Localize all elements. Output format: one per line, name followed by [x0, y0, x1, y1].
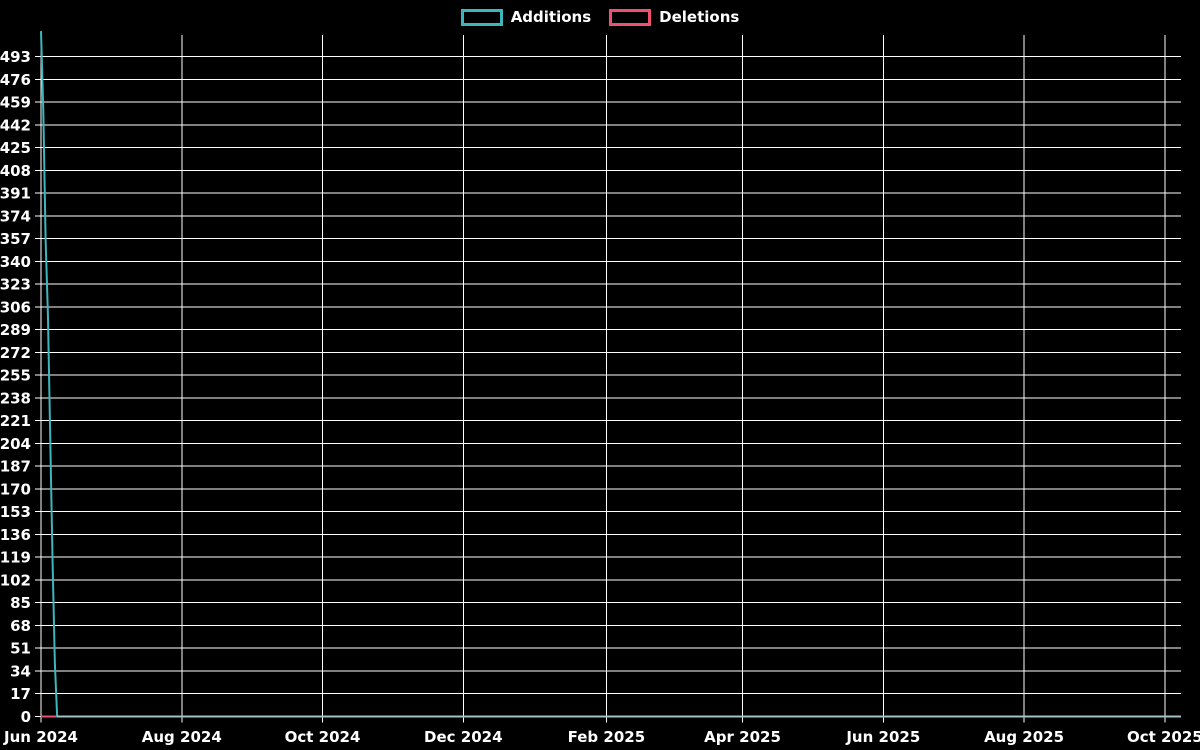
additions-legend-label: Additions [510, 8, 592, 26]
y-tick-label: 170 [0, 480, 31, 498]
x-tick-label: Jun 2025 [845, 728, 920, 746]
y-tick-label: 476 [0, 71, 31, 89]
y-tick-label: 136 [0, 526, 31, 544]
y-tick-label: 85 [10, 594, 31, 612]
x-tick-label: Aug 2024 [142, 728, 222, 746]
y-tick-label: 102 [0, 571, 31, 589]
x-tick-label: Jun 2024 [3, 728, 78, 746]
y-tick-label: 289 [0, 321, 31, 339]
y-tick-label: 340 [0, 253, 31, 271]
legend-item-additions: Additions [460, 8, 592, 26]
y-tick-label: 0 [21, 708, 31, 726]
x-tick-label: Oct 2024 [285, 728, 361, 746]
y-tick-label: 34 [10, 662, 31, 680]
y-tick-label: 323 [0, 276, 31, 294]
additions-line [40, 31, 1181, 718]
y-tick-label: 204 [0, 435, 31, 453]
y-tick-label: 238 [0, 389, 31, 407]
y-tick-label: 68 [10, 617, 31, 635]
x-tick-label: Apr 2025 [704, 728, 781, 746]
deletions-legend-label: Deletions [659, 8, 740, 26]
y-tick-label: 187 [0, 458, 31, 476]
y-tick-label: 51 [10, 640, 31, 658]
x-tick-label: Dec 2024 [424, 728, 503, 746]
y-tick-label: 255 [0, 367, 31, 385]
y-tick-label: 374 [0, 207, 31, 225]
y-tick-label: 306 [0, 298, 31, 316]
y-tick-label: 442 [0, 116, 31, 134]
y-tick-label: 391 [0, 185, 31, 203]
y-tick-label: 459 [0, 94, 31, 112]
x-tick-label: Oct 2025 [1127, 728, 1200, 746]
y-tick-label: 425 [0, 139, 31, 157]
y-tick-label: 17 [10, 685, 31, 703]
deletions-swatch [609, 8, 652, 26]
additions-swatch [460, 8, 503, 26]
y-tick-label: 272 [0, 344, 31, 362]
x-tick-label: Aug 2025 [984, 728, 1064, 746]
legend-item-deletions: Deletions [609, 8, 739, 26]
x-tick-label: Feb 2025 [568, 728, 646, 746]
y-tick-label: 221 [0, 412, 31, 430]
y-tick-label: 408 [0, 162, 31, 180]
legend: Additions Deletions [0, 8, 1200, 26]
y-tick-label: 493 [0, 48, 31, 66]
y-tick-label: 357 [0, 230, 31, 248]
y-tick-label: 119 [0, 549, 31, 567]
y-tick-label: 153 [0, 503, 31, 521]
